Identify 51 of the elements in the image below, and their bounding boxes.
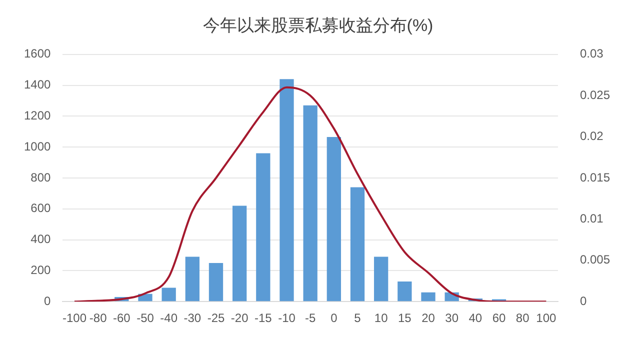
x-tick-label: 100 [536, 311, 557, 326]
y-tick-label: 1600 [24, 46, 52, 61]
y2-tick-label: 0.02 [580, 129, 604, 144]
bar [162, 288, 176, 302]
y-tick-label: 1400 [24, 78, 52, 92]
bar [256, 153, 270, 302]
y-tick-label: 600 [30, 201, 52, 216]
x-tick-label: -100 [62, 311, 87, 326]
y2-tick-label: 0.01 [580, 212, 604, 226]
bar [232, 206, 247, 302]
y-tick-label: 800 [30, 170, 52, 184]
bar [421, 292, 436, 302]
x-tick-label: -30 [184, 311, 202, 326]
x-tick-label: 20 [422, 311, 436, 326]
y2-tick-label: 0 [580, 294, 587, 308]
x-tick-label: -80 [89, 311, 108, 326]
bar [280, 79, 294, 302]
x-tick-label: 0 [330, 311, 338, 326]
bar [374, 256, 388, 302]
x-tick-label: 15 [398, 311, 412, 326]
y2-tick-label: 0.025 [580, 88, 610, 102]
x-tick-label: 10 [374, 311, 388, 326]
y2-tick-label: 0.015 [580, 170, 610, 184]
y-tick-label: 1200 [24, 108, 52, 123]
chart-title: 今年以来股票私募收益分布(%) [202, 16, 434, 35]
y-tick-label: 200 [30, 263, 52, 278]
x-tick-label: -60 [112, 311, 131, 326]
y2-tick-label: 0.005 [580, 252, 610, 267]
x-tick-label: -40 [160, 311, 178, 326]
bar [350, 187, 365, 302]
x-tick-label: 30 [445, 311, 459, 326]
bar [303, 105, 318, 302]
x-tick-label: -10 [278, 311, 296, 326]
x-tick-label: -20 [230, 311, 249, 326]
y-tick-label: 400 [30, 232, 52, 246]
x-tick-label: 40 [468, 311, 482, 326]
bar [326, 137, 341, 302]
bar [185, 256, 200, 302]
x-tick-label: 5 [354, 311, 362, 326]
bar [398, 282, 412, 302]
bar [208, 262, 224, 302]
y2-tick-label: 0.03 [580, 46, 604, 61]
y-tick-label: 0 [44, 294, 52, 308]
y-tick-label: 1000 [24, 139, 52, 154]
x-tick-label: 60 [492, 311, 506, 326]
x-tick-label: -50 [136, 311, 154, 326]
line-series [73, 86, 548, 302]
x-tick-label: -5 [304, 311, 316, 326]
x-tick-label: 80 [516, 311, 530, 326]
x-tick-label: -15 [254, 311, 272, 326]
x-tick-label: -25 [207, 311, 225, 326]
